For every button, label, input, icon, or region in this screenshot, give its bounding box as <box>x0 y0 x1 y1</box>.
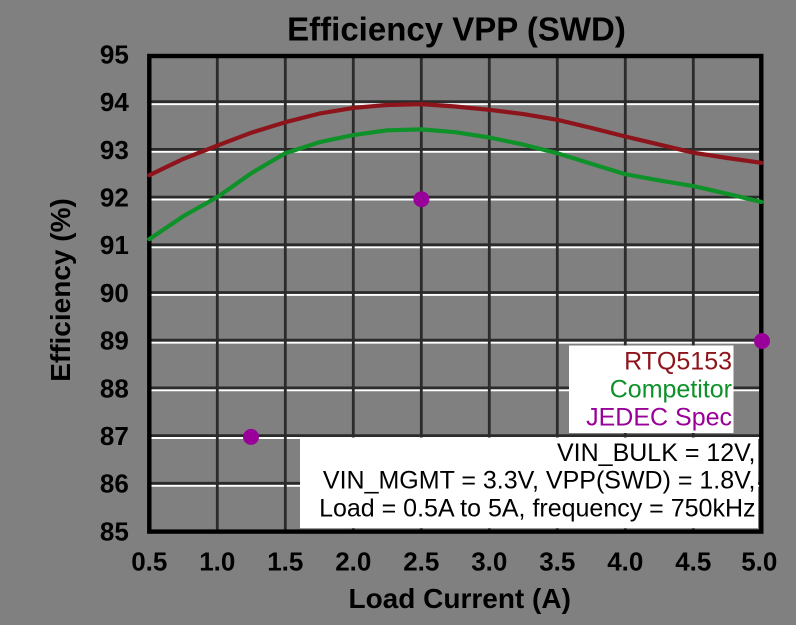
svg-text:3.5: 3.5 <box>539 546 575 576</box>
svg-text:91: 91 <box>100 230 129 260</box>
svg-text:5.0: 5.0 <box>741 546 777 576</box>
svg-text:Load Current (A): Load Current (A) <box>348 583 570 614</box>
svg-text:Competitor: Competitor <box>610 375 732 403</box>
svg-text:1.0: 1.0 <box>199 546 235 576</box>
svg-text:Load = 0.5A to 5A, frequency =: Load = 0.5A to 5A, frequency = 750kHz <box>319 494 755 522</box>
svg-text:1.5: 1.5 <box>267 546 303 576</box>
svg-text:94: 94 <box>100 87 129 117</box>
svg-text:2.5: 2.5 <box>403 546 439 576</box>
svg-text:Efficiency VPP (SWD): Efficiency VPP (SWD) <box>287 11 626 48</box>
svg-text:VIN_MGMT = 3.3V, VPP(SWD) = 1.: VIN_MGMT = 3.3V, VPP(SWD) = 1.8V, <box>323 467 756 495</box>
svg-text:3.0: 3.0 <box>471 546 507 576</box>
svg-text:RTQ5153: RTQ5153 <box>624 347 732 375</box>
svg-text:93: 93 <box>100 135 129 165</box>
svg-text:89: 89 <box>100 326 129 356</box>
svg-text:87: 87 <box>100 421 129 451</box>
svg-text:Efficiency (%): Efficiency (%) <box>45 198 76 382</box>
svg-text:4.5: 4.5 <box>675 546 711 576</box>
svg-text:0.5: 0.5 <box>131 546 167 576</box>
svg-text:85: 85 <box>100 516 129 546</box>
svg-text:95: 95 <box>100 39 129 69</box>
svg-text:88: 88 <box>100 373 129 403</box>
svg-text:86: 86 <box>100 469 129 499</box>
svg-text:2.0: 2.0 <box>335 546 371 576</box>
svg-text:JEDEC Spec: JEDEC Spec <box>586 403 732 431</box>
svg-text:90: 90 <box>100 278 129 308</box>
svg-text:4.0: 4.0 <box>607 546 643 576</box>
svg-text:92: 92 <box>100 183 129 213</box>
svg-text:VIN_BULK = 12V,: VIN_BULK = 12V, <box>557 439 756 467</box>
